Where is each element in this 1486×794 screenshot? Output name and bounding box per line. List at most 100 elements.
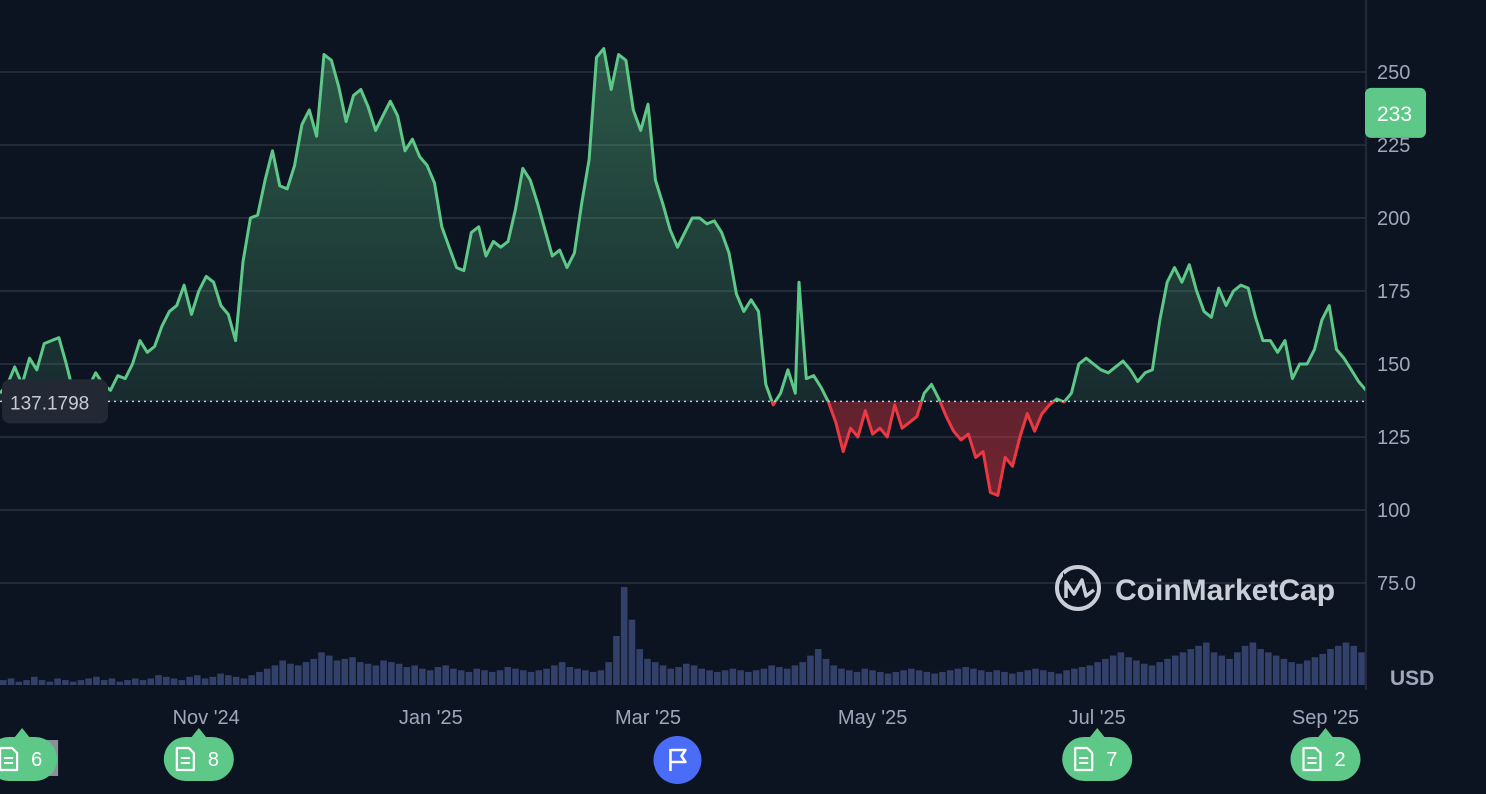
volume-bar	[1171, 655, 1179, 685]
volume-bar	[209, 676, 217, 685]
volume-bar	[403, 667, 411, 685]
volume-bar	[1102, 658, 1109, 685]
volume-bar	[504, 667, 512, 685]
volume-bar	[442, 665, 449, 685]
volume-bar	[993, 670, 1001, 685]
volume-bar	[496, 670, 504, 685]
volume-bar	[7, 678, 15, 685]
current-price-label: 233	[1377, 103, 1412, 126]
x-axis: Nov '24 Jan '25 Mar '25 May '25 Jul '25 Sep '…	[173, 707, 1360, 729]
volume-bar	[791, 665, 799, 685]
volume-bar	[1303, 660, 1311, 685]
x-tick-label: Sep '25	[1292, 707, 1359, 729]
volume-bar	[551, 665, 558, 685]
volume-bar	[333, 660, 341, 685]
volume-bar	[977, 670, 985, 685]
volume-bar	[349, 657, 356, 685]
volume-bar	[869, 670, 876, 685]
volume-bar	[970, 668, 977, 685]
volume-bar	[287, 663, 294, 685]
volume-bar	[85, 678, 92, 685]
volume-bar	[838, 668, 845, 685]
y-tick-label: 100	[1377, 500, 1410, 522]
y-axis: 250 225 200 175 150 125 100 75.0 USD 233	[1365, 0, 1434, 690]
volume-bar	[877, 671, 884, 685]
volume-bar	[1063, 670, 1070, 685]
unit-label: USD	[1390, 667, 1434, 690]
news-event-marker[interactable]: 8	[163, 728, 234, 781]
volume-bar	[124, 680, 131, 685]
volume-bar	[170, 678, 178, 685]
reference-label: 137.1798	[10, 393, 89, 414]
volume-bar	[1117, 652, 1125, 685]
volume-bar	[946, 670, 954, 685]
volume-bar	[799, 662, 806, 685]
volume-bar	[1024, 670, 1032, 685]
area-fill-down	[80, 401, 1065, 496]
volume-bar	[380, 660, 387, 685]
volume-bar	[714, 671, 721, 685]
volume-bar	[683, 663, 690, 685]
news-event-marker[interactable]: 7	[1062, 728, 1133, 781]
volume-bar	[294, 665, 302, 685]
volume-bar	[372, 665, 380, 685]
volume-bar	[139, 680, 147, 685]
news-event-marker[interactable]: 2	[1290, 728, 1361, 781]
x-tick-label: Jul '25	[1069, 707, 1126, 729]
volume-bar	[263, 668, 271, 685]
volume-bar	[93, 676, 100, 685]
volume-bar	[1016, 671, 1024, 685]
volume-bar	[814, 649, 822, 685]
volume-bar	[729, 668, 737, 685]
volume-bar	[1288, 662, 1295, 685]
volume-bar	[620, 587, 628, 685]
event-count-label: 2	[1334, 749, 1345, 771]
document-icon	[175, 746, 195, 772]
volume-bar	[908, 668, 915, 685]
volume-bar	[194, 675, 201, 685]
volume-bar	[54, 678, 61, 685]
volume-bar	[1156, 662, 1164, 685]
watermark: CoinMarketCap	[1055, 565, 1335, 611]
volume-bar	[520, 670, 527, 685]
news-event-marker[interactable]: 6	[0, 728, 59, 781]
volume-bar	[543, 668, 550, 685]
volume-bar	[675, 667, 682, 685]
volume-bar	[1133, 660, 1140, 685]
volume-bar	[558, 662, 566, 685]
volume-bar	[1148, 665, 1156, 685]
volume-bar	[1179, 652, 1187, 685]
volume-bar	[310, 658, 318, 685]
volume-bar	[1210, 652, 1218, 685]
volume-bar	[225, 675, 232, 685]
flag-event-marker[interactable]	[653, 736, 702, 784]
volume-bar	[1094, 662, 1101, 685]
x-tick-label: Mar '25	[615, 707, 681, 729]
volume-bar	[1342, 642, 1350, 685]
volume-bar	[1226, 658, 1233, 685]
x-tick-label: May '25	[838, 707, 907, 729]
volume-bar	[1280, 658, 1288, 685]
coinmarketcap-logo-icon	[1055, 565, 1101, 611]
volume-bar	[341, 658, 349, 685]
volume-bar	[69, 681, 77, 685]
volume-bar	[582, 670, 589, 685]
volume-bar	[884, 673, 892, 685]
volume-bar	[830, 665, 838, 685]
volume-bar	[690, 665, 698, 685]
volume-bar	[457, 670, 465, 685]
volume-bar	[1241, 645, 1249, 685]
volume-bar	[1071, 668, 1078, 685]
volume-bar	[178, 680, 186, 685]
volume-bar	[62, 680, 69, 685]
volume-bar	[1358, 652, 1365, 685]
volume-bar	[217, 673, 224, 685]
volume-bar	[108, 678, 116, 685]
volume-bar	[15, 681, 23, 685]
volume-bar	[271, 665, 279, 685]
volume-bar	[1265, 652, 1272, 685]
volume-bar	[1086, 665, 1094, 685]
volume-bar	[325, 655, 333, 685]
volume-bar	[915, 670, 923, 685]
